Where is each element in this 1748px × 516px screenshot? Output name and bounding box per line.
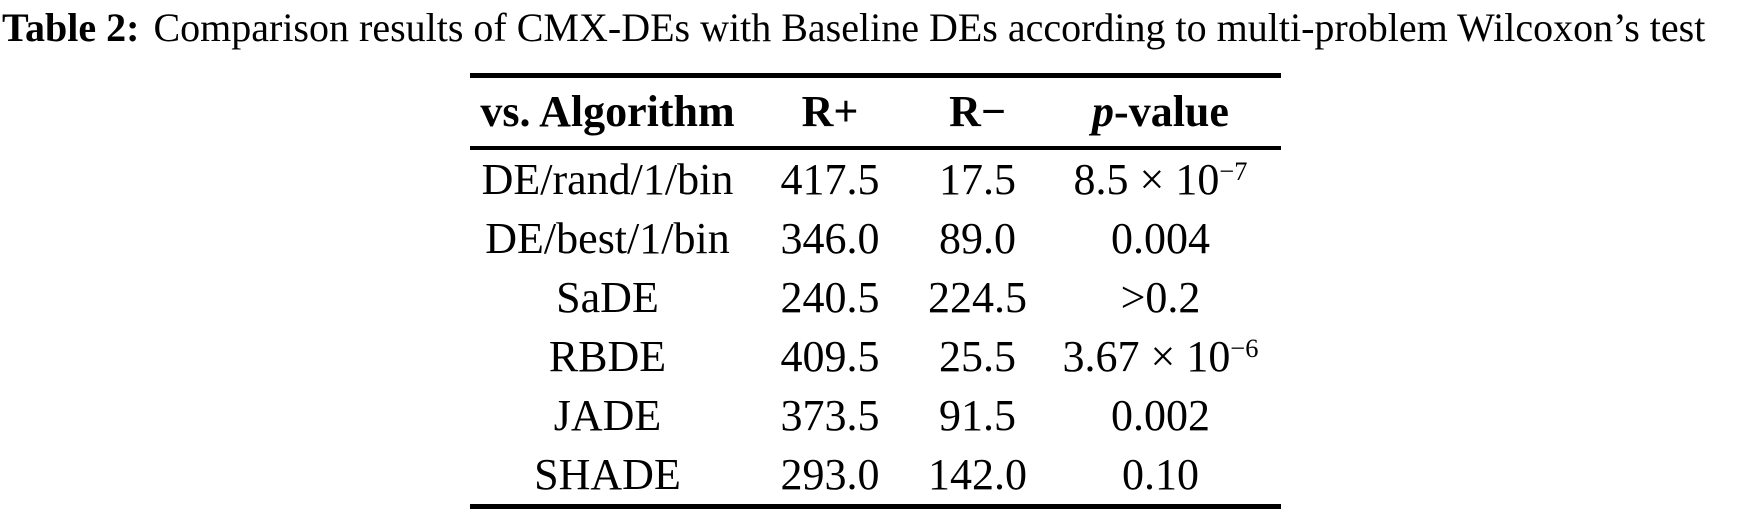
cell-r-minus: 91.5 [939, 390, 1016, 440]
table-row: JADE 373.5 91.5 0.002 [470, 386, 1281, 445]
cell-algorithm: DE/rand/1/bin [481, 154, 734, 204]
cell-algorithm: SaDE [556, 272, 659, 322]
col-header-r-plus: R+ [745, 75, 915, 150]
cell-r-minus: 17.5 [939, 154, 1016, 204]
cell-r-plus: 409.5 [780, 331, 880, 381]
p-value-exponent: −7 [1219, 155, 1248, 186]
cell-p-value: 0.002 [1111, 390, 1210, 440]
cell-r-minus: 224.5 [928, 272, 1027, 322]
cell-p-value: 0.10 [1122, 449, 1199, 499]
cell-p-value: 3.67 × 10−6 [1062, 331, 1259, 381]
cell-r-minus: 25.5 [939, 331, 1016, 381]
table-row: SaDE 240.5 224.5 >0.2 [470, 268, 1281, 327]
cell-r-minus: 89.0 [939, 213, 1016, 263]
col-header-algorithm: vs. Algorithm [470, 75, 745, 150]
cell-algorithm: DE/best/1/bin [485, 213, 730, 263]
table-caption: Table 2: Comparison results of CMX-DEs wi… [2, 4, 1748, 52]
table-row: SHADE 293.0 142.0 0.10 [470, 445, 1281, 507]
cell-r-plus: 373.5 [780, 390, 880, 440]
comparison-table: vs. Algorithm R+ R− p-value DE/rand/1/bi… [470, 73, 1281, 509]
cell-p-value: >0.2 [1120, 272, 1201, 322]
header-row: vs. Algorithm R+ R− p-value [470, 75, 1281, 150]
table-row: RBDE 409.5 25.5 3.67 × 10−6 [470, 327, 1281, 386]
col-header-r-minus: R− [915, 75, 1040, 150]
table-row: DE/rand/1/bin 417.5 17.5 8.5 × 10−7 [470, 148, 1281, 209]
cell-p-value: 8.5 × 10−7 [1073, 154, 1248, 204]
p-value-exponent: −6 [1230, 332, 1259, 363]
cell-algorithm: RBDE [548, 331, 667, 381]
cell-r-plus: 293.0 [780, 449, 880, 499]
cell-r-minus: 142.0 [928, 449, 1027, 499]
cell-algorithm: SHADE [534, 449, 681, 499]
cell-r-plus: 417.5 [780, 154, 880, 204]
caption-text: Comparison results of CMX-DEs with Basel… [153, 5, 1706, 50]
p-value-header-rest: -value [1114, 87, 1229, 136]
wilcoxon-results-table-wrap: vs. Algorithm R+ R− p-value DE/rand/1/bi… [470, 73, 1281, 509]
cell-r-plus: 346.0 [780, 213, 880, 263]
table-row: DE/best/1/bin 346.0 89.0 0.004 [470, 209, 1281, 268]
col-header-p-value: p-value [1040, 75, 1281, 150]
p-value-header-p: p [1092, 87, 1115, 136]
cell-p-value: 0.004 [1111, 213, 1210, 263]
cell-algorithm: JADE [553, 390, 662, 440]
caption-label: Table 2: [2, 5, 140, 50]
cell-r-plus: 240.5 [780, 272, 880, 322]
